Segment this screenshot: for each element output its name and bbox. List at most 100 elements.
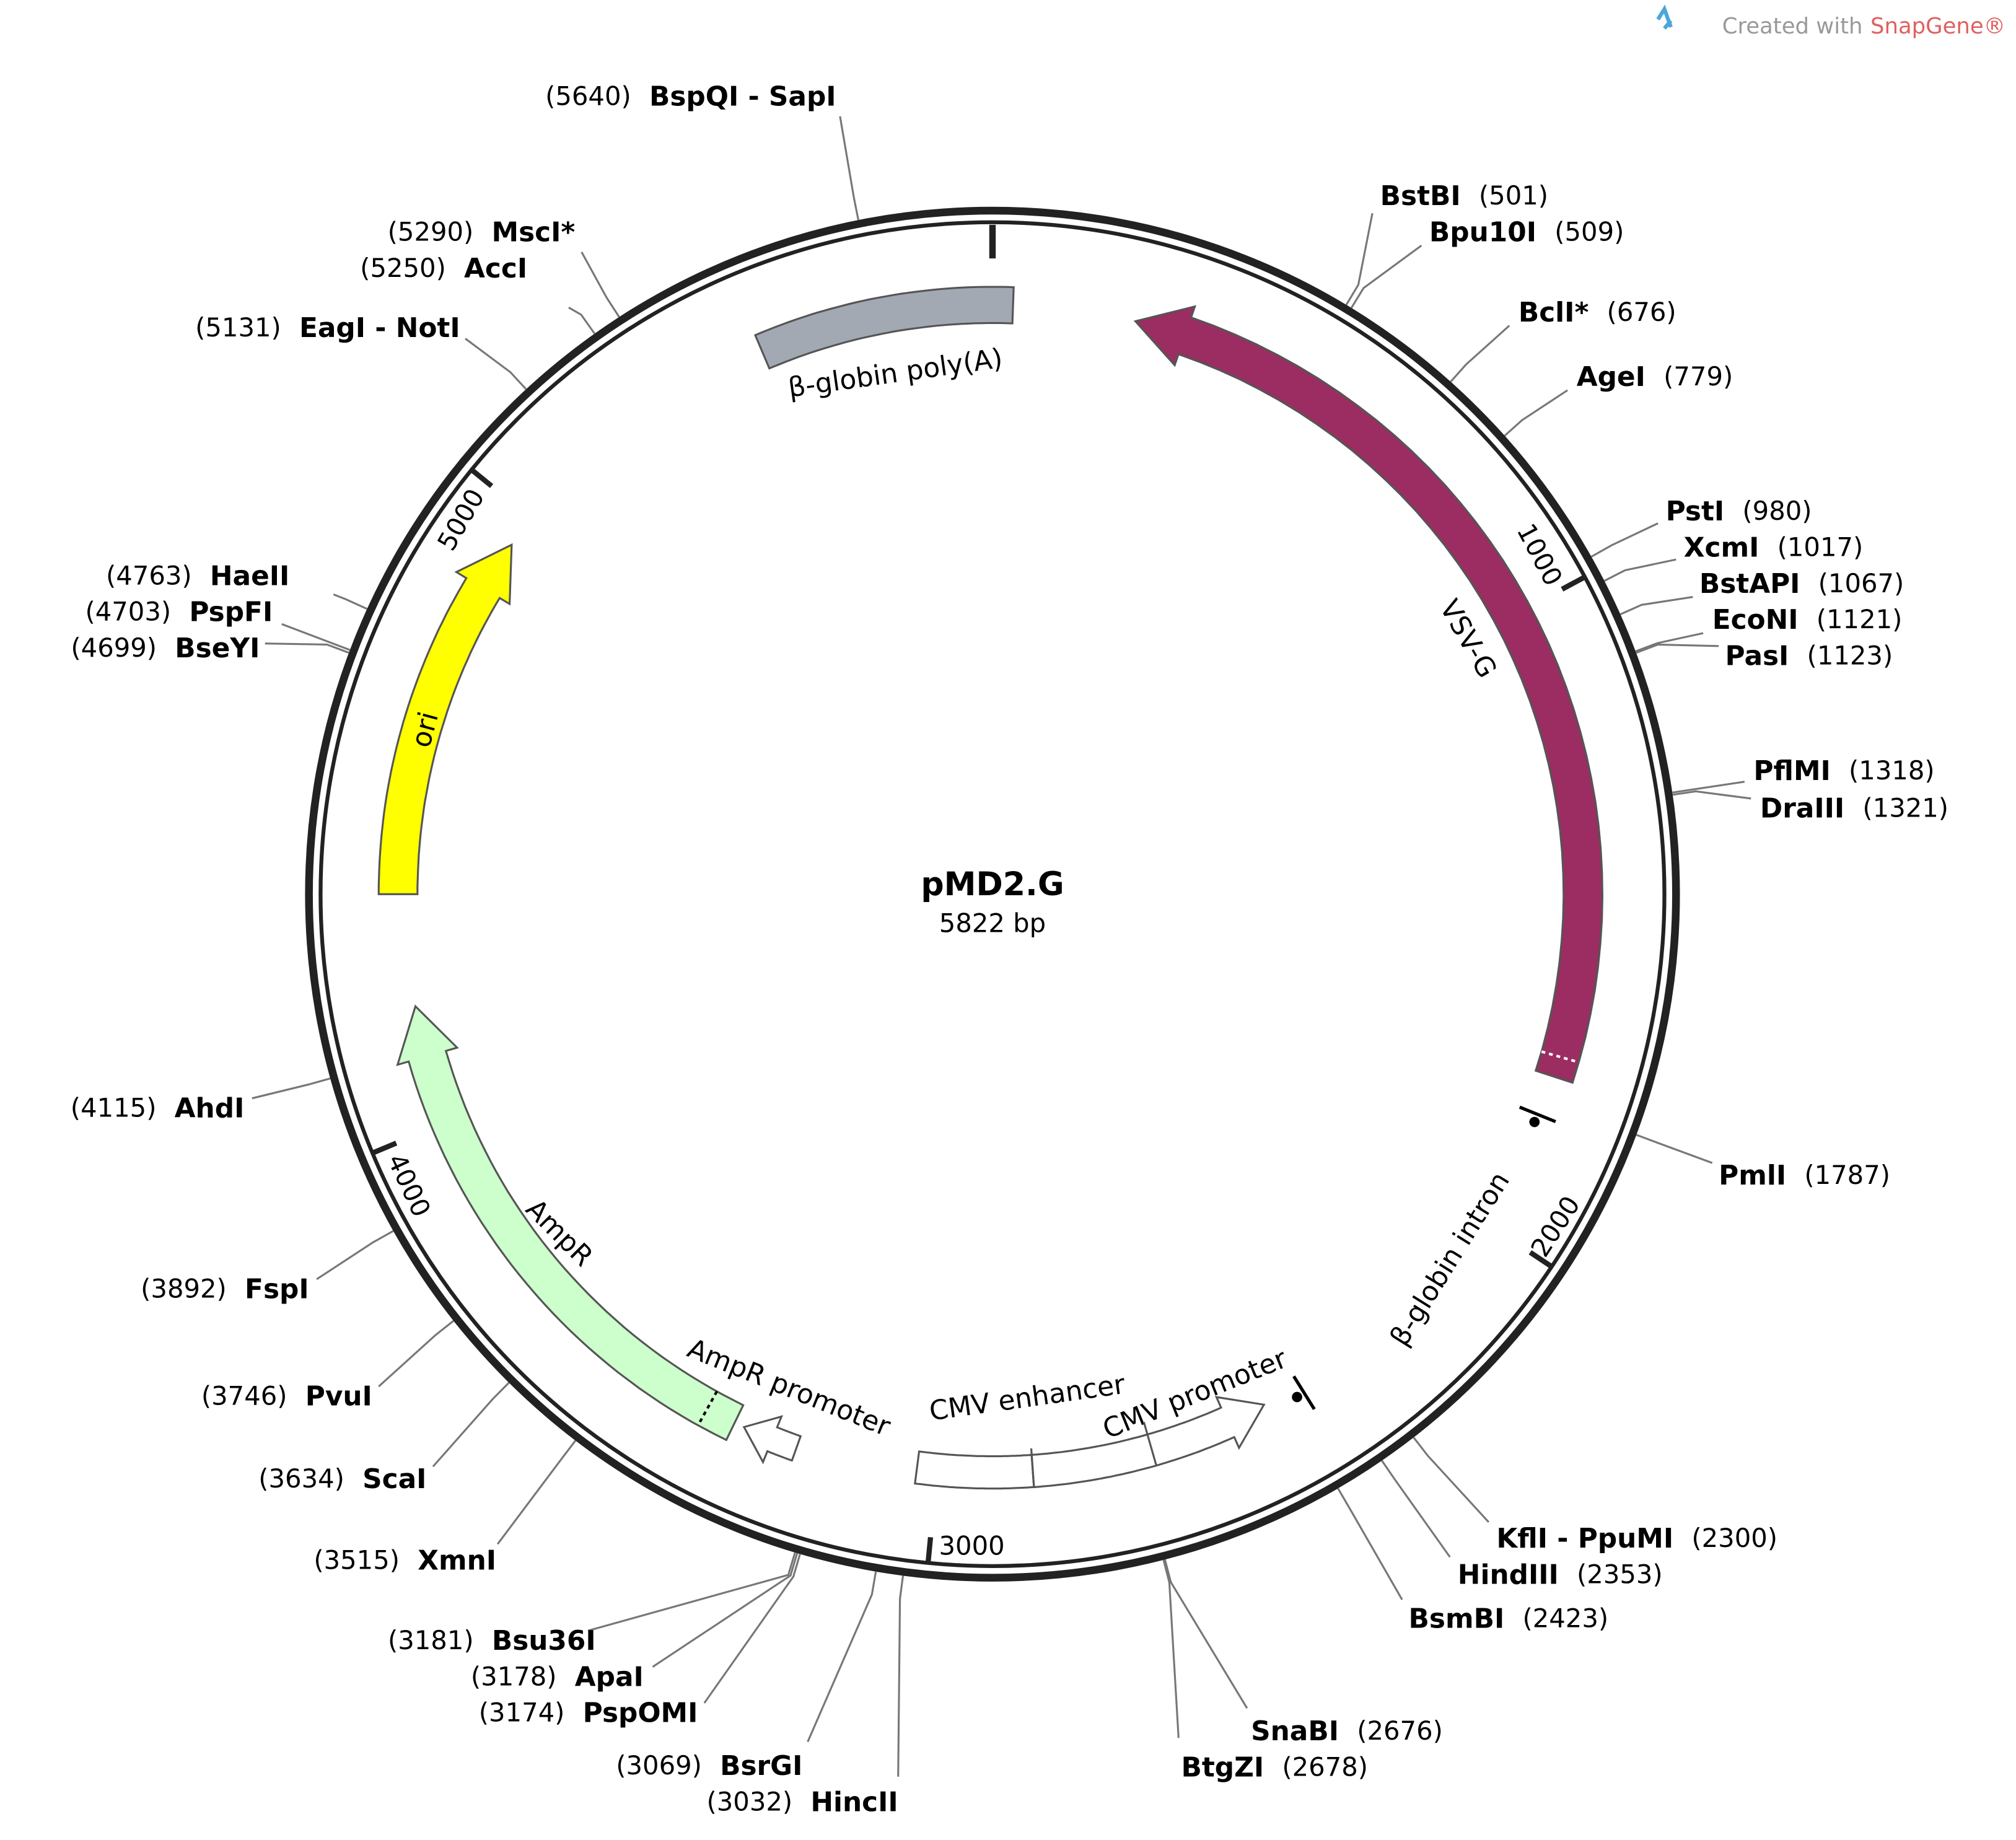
site-position: (4699) — [71, 633, 157, 663]
site-position: (501) — [1479, 180, 1548, 211]
site-label: BstBI (501) — [1380, 180, 1548, 212]
site-label: (3515) XmnI — [313, 1545, 496, 1577]
site-label: DraIII (1321) — [1760, 793, 1948, 825]
feature-leader — [1142, 1421, 1157, 1466]
site-leader — [465, 338, 527, 390]
site-label: (4115) AhdI — [71, 1093, 245, 1124]
tick-mark — [372, 1141, 398, 1155]
intron-marker-dot — [1529, 1116, 1540, 1128]
site-position: (5290) — [388, 217, 474, 247]
site-leader — [1635, 632, 1704, 652]
site-name: Bpu10I — [1429, 217, 1536, 248]
site-leader — [1672, 790, 1751, 800]
site-leader — [316, 1230, 394, 1281]
site-label: (4699) BseYI — [71, 633, 260, 664]
site-name: AgeI — [1577, 361, 1646, 393]
site-position: (1067) — [1818, 568, 1904, 598]
site-label: (4763) HaeII — [106, 560, 289, 592]
site-position: (2678) — [1282, 1751, 1368, 1782]
site-position: (2676) — [1357, 1715, 1443, 1746]
tick-mark — [926, 1536, 934, 1562]
site-label: HindIII (2353) — [1458, 1559, 1663, 1591]
site-label: (5131) EagI - NotI — [195, 312, 460, 344]
site-leader — [496, 1440, 577, 1545]
site-label: (3174) PspOMI — [479, 1698, 698, 1729]
tick-mark — [471, 468, 494, 488]
site-label: PasI (1123) — [1725, 641, 1893, 672]
feature-arrow — [914, 1450, 1035, 1490]
site-name: PasI — [1725, 641, 1789, 672]
site-leader — [839, 116, 859, 221]
feature-arrow — [742, 1415, 802, 1465]
site-leader — [1636, 643, 1719, 654]
site-name: KflI - PpuMI — [1496, 1523, 1673, 1554]
site-label: (5640) BspQI - SapI — [545, 81, 836, 113]
tick-mark — [1561, 575, 1585, 592]
site-label: EcoNI (1121) — [1712, 604, 1903, 636]
site-position: (3174) — [479, 1698, 565, 1728]
site-name: BsrGI — [720, 1750, 802, 1782]
site-label: (3746) PvuI — [201, 1381, 372, 1413]
site-name: BtgZI — [1181, 1751, 1264, 1783]
site-label: BsmBI (2423) — [1409, 1603, 1609, 1634]
site-position: (3178) — [471, 1661, 557, 1691]
site-label: BstAPI (1067) — [1699, 568, 1904, 600]
tick-label: 3000 — [939, 1531, 1005, 1561]
site-label: (3634) ScaI — [258, 1463, 426, 1495]
site-leader — [252, 1077, 331, 1100]
site-name: PspFI — [189, 597, 273, 628]
site-position: (676) — [1607, 297, 1676, 327]
site-label: (3892) FspI — [141, 1274, 309, 1305]
site-name: SnaBI — [1251, 1715, 1339, 1747]
site-label: PmlI (1787) — [1719, 1160, 1890, 1191]
site-position: (1787) — [1804, 1160, 1890, 1190]
feature-divider — [1541, 1050, 1579, 1064]
site-label: (5290) MscI* — [388, 217, 576, 248]
feature-arrow — [1030, 1396, 1266, 1489]
site-position: (1318) — [1849, 755, 1935, 786]
site-name: EcoNI — [1712, 604, 1799, 636]
site-label: PstI (980) — [1666, 496, 1812, 527]
site-position: (1017) — [1777, 532, 1864, 562]
site-leader — [1672, 781, 1745, 794]
watermark-prefix: Created with — [1722, 14, 1863, 39]
site-position: (5131) — [195, 312, 281, 343]
site-position: (1121) — [1817, 604, 1903, 634]
watermark: Created with SnapGene® — [1722, 14, 2005, 39]
site-position: (1123) — [1807, 641, 1893, 671]
site-leader — [1381, 1460, 1451, 1558]
site-name: PmlI — [1719, 1160, 1786, 1191]
site-name: HincII — [810, 1787, 898, 1818]
site-leader — [378, 1320, 454, 1388]
site-position: (3634) — [258, 1463, 344, 1494]
site-position: (4115) — [71, 1093, 157, 1123]
site-position: (3892) — [141, 1274, 227, 1304]
site-label: (5250) AccI — [360, 253, 527, 284]
backbone-inner — [318, 220, 1667, 1568]
site-name: XmnI — [418, 1545, 496, 1577]
feature-arrow — [1133, 305, 1603, 1084]
site-name: BseYI — [175, 633, 260, 664]
site-leader — [581, 251, 620, 318]
intron-marker-dot — [1292, 1391, 1302, 1403]
feature-arrow — [377, 543, 513, 895]
site-name: BspQI - SapI — [649, 81, 836, 113]
site-name: HindIII — [1458, 1559, 1559, 1591]
site-label: XcmI (1017) — [1684, 532, 1863, 563]
site-leader — [897, 1575, 905, 1777]
site-leader — [1413, 1437, 1490, 1523]
site-name: Bsu36I — [492, 1625, 596, 1657]
site-label: KflI - PpuMI (2300) — [1496, 1523, 1777, 1554]
site-position: (3515) — [313, 1545, 400, 1575]
feature-label: β-globin poly(A) — [786, 343, 1005, 404]
site-label: BclI* (676) — [1519, 297, 1676, 328]
site-position: (509) — [1554, 217, 1624, 247]
site-name: PspOMI — [583, 1698, 698, 1729]
site-label: (4703) PspFI — [85, 597, 273, 628]
site-name: PstI — [1666, 496, 1725, 527]
site-label: Bpu10I (509) — [1429, 217, 1624, 248]
site-leader — [1337, 1487, 1403, 1600]
feature-label: β-globin intron — [1384, 1167, 1516, 1352]
site-name: BstBI — [1380, 180, 1461, 212]
site-leader — [1590, 522, 1659, 558]
